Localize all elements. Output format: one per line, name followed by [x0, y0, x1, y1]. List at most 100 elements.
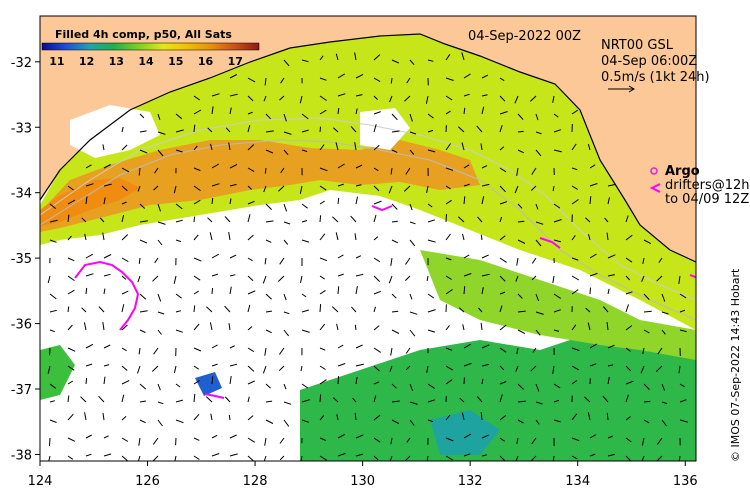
current-vector — [516, 437, 519, 444]
current-vector — [211, 106, 214, 115]
current-vector — [553, 419, 561, 423]
current-vector — [99, 217, 105, 223]
y-tick-label: -33 — [11, 121, 32, 136]
current-vector — [211, 183, 220, 187]
current-vector — [390, 167, 393, 175]
current-vector — [427, 129, 434, 133]
current-vector — [301, 113, 309, 120]
current-vector — [193, 199, 201, 205]
current-vector — [337, 363, 346, 367]
current-vector — [48, 455, 51, 461]
current-vector — [193, 109, 202, 115]
current-vector — [263, 185, 267, 193]
current-vector — [67, 437, 76, 442]
current-vector — [49, 293, 57, 300]
current-vector — [67, 455, 74, 460]
current-vector — [103, 376, 106, 385]
current-vector — [139, 310, 148, 313]
current-vector — [98, 306, 105, 313]
current-vector — [154, 167, 159, 174]
current-vector — [205, 396, 213, 403]
current-vector — [247, 290, 256, 295]
current-vector — [85, 434, 92, 439]
current-vector — [49, 219, 58, 223]
current-vector — [138, 167, 141, 176]
current-vector — [643, 383, 650, 390]
drifter-track — [689, 274, 696, 279]
current-vector — [571, 167, 578, 171]
current-vector — [102, 413, 105, 421]
current-vector — [589, 164, 596, 169]
current-vector — [584, 396, 591, 403]
current-vector — [121, 234, 129, 241]
current-vector — [625, 215, 629, 223]
current-vector — [333, 127, 339, 133]
current-vector — [463, 453, 471, 457]
current-vector — [391, 383, 397, 389]
current-vector — [332, 216, 339, 223]
current-vector — [499, 305, 503, 313]
current-vector — [373, 185, 380, 192]
current-vector — [319, 304, 322, 313]
current-vector — [589, 287, 591, 295]
current-vector — [463, 343, 471, 349]
current-vector — [121, 455, 129, 461]
current-vector — [138, 257, 141, 264]
current-vector — [80, 396, 87, 403]
current-vector — [262, 365, 267, 374]
current-vector — [461, 412, 465, 421]
current-vector — [481, 434, 489, 439]
current-vector — [103, 254, 112, 259]
current-vector — [154, 257, 159, 264]
current-vector — [300, 275, 303, 284]
current-vector — [517, 203, 523, 209]
current-vector — [301, 419, 310, 423]
current-vector — [529, 95, 537, 102]
current-vector — [263, 95, 267, 102]
current-vector — [67, 395, 70, 403]
current-vector — [300, 365, 303, 372]
current-vector — [121, 185, 128, 192]
current-vector — [517, 383, 524, 390]
current-vector — [499, 111, 508, 115]
current-vector — [445, 414, 451, 421]
current-vector — [224, 216, 231, 223]
current-vector — [280, 167, 285, 174]
current-vector — [211, 163, 220, 169]
current-vector — [67, 413, 74, 421]
current-vector — [301, 203, 308, 209]
current-vector — [211, 253, 220, 259]
current-vector — [225, 127, 231, 133]
current-vector — [571, 455, 578, 460]
current-vector — [404, 275, 411, 281]
current-vector — [319, 109, 327, 115]
current-vector — [139, 293, 147, 300]
current-vector — [390, 257, 393, 266]
current-vector — [228, 232, 231, 241]
sst-cloud-gap-1 — [70, 105, 160, 158]
current-vector — [137, 185, 141, 192]
current-vector — [229, 453, 238, 457]
current-vector — [279, 437, 285, 444]
current-vector — [265, 293, 272, 300]
current-vector — [481, 74, 489, 79]
current-vector — [157, 113, 161, 120]
current-vector — [427, 239, 436, 243]
current-vector — [499, 381, 507, 385]
scale-arrow — [608, 85, 635, 93]
current-vector — [409, 113, 413, 122]
current-vector — [265, 239, 272, 243]
current-vector — [409, 311, 418, 315]
current-vector — [193, 145, 198, 151]
current-vector — [355, 73, 364, 79]
current-vector — [406, 77, 411, 84]
current-vector — [319, 437, 327, 441]
current-vector — [265, 310, 272, 313]
current-vector — [571, 437, 580, 442]
current-vector — [602, 306, 609, 313]
current-vector — [530, 185, 537, 191]
current-vector — [373, 200, 382, 205]
current-vector — [355, 344, 363, 349]
current-vector — [265, 329, 272, 334]
